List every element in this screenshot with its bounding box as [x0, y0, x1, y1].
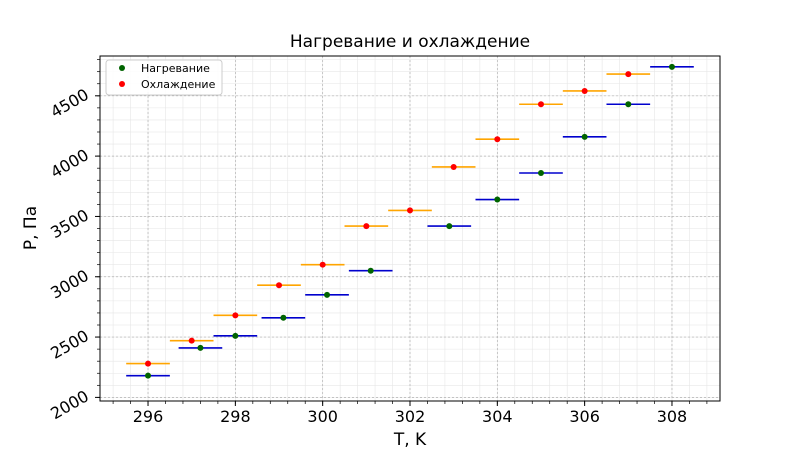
- x-tick-label: 304: [482, 407, 513, 426]
- y-tick-label: 4500: [47, 85, 92, 122]
- legend-label-cooling: Охлаждение: [141, 78, 216, 91]
- plot-frame: [99, 55, 721, 402]
- point-heating: [581, 133, 588, 140]
- point-heating: [668, 63, 675, 70]
- legend-box: [105, 59, 223, 96]
- x-tick-label: 302: [395, 407, 426, 426]
- x-tick-label: 298: [220, 407, 251, 426]
- point-cooling: [232, 312, 239, 319]
- point-heating: [324, 291, 331, 298]
- chart-title: Нагревание и охлаждение: [290, 32, 530, 52]
- y-tick-label: 3000: [47, 266, 92, 303]
- point-cooling: [450, 163, 457, 170]
- point-heating: [232, 332, 239, 339]
- grid: [100, 56, 720, 401]
- point-heating: [197, 344, 204, 351]
- x-tick-label: 296: [133, 407, 164, 426]
- point-cooling: [407, 207, 413, 214]
- y-tick-label: 2500: [47, 326, 92, 363]
- legend: Нагревание Охлаждение: [105, 59, 223, 96]
- point-cooling: [494, 136, 501, 143]
- point-heating: [625, 101, 632, 108]
- point-heating: [446, 223, 453, 230]
- x-tick-label: 300: [307, 407, 338, 426]
- point-cooling: [363, 223, 370, 230]
- x-tick-label: 308: [657, 407, 688, 426]
- point-cooling: [188, 337, 195, 344]
- y-tick-label: 3500: [47, 205, 92, 242]
- point-heating: [280, 314, 287, 321]
- y-tick-label: 4000: [47, 145, 92, 182]
- legend-marker-cooling: [119, 81, 125, 87]
- point-cooling: [537, 101, 544, 108]
- point-heating: [537, 170, 544, 177]
- point-heating: [145, 372, 152, 379]
- x-tick-label: 306: [569, 407, 600, 426]
- point-cooling: [319, 261, 326, 268]
- point-cooling: [581, 87, 588, 94]
- legend-marker-heating: [119, 65, 125, 71]
- point-heating: [494, 196, 501, 203]
- x-axis-label: T, K: [393, 430, 427, 450]
- point-cooling: [145, 360, 152, 367]
- legend-label-heating: Нагревание: [141, 62, 210, 75]
- point-cooling: [276, 282, 283, 289]
- data-marks: [126, 63, 694, 379]
- point-heating: [367, 267, 374, 274]
- point-cooling: [625, 71, 632, 78]
- y-tick-label: 2000: [47, 386, 92, 423]
- y-axis-label: P, Па: [21, 206, 41, 250]
- axis-ticks: 296 298 300 302 304 306 308 2000 2500 3000 3500 400…: [47, 59, 708, 426]
